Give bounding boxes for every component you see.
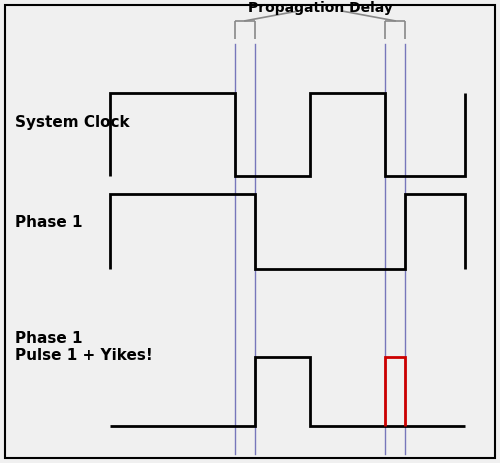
Text: System Clock: System Clock [15, 115, 130, 130]
Text: Phase 1: Phase 1 [15, 215, 82, 230]
Text: Propagation Delay: Propagation Delay [248, 1, 392, 15]
Text: Phase 1
Pulse 1 + Yikes!: Phase 1 Pulse 1 + Yikes! [15, 331, 153, 363]
Bar [5, 5, 495, 458]
